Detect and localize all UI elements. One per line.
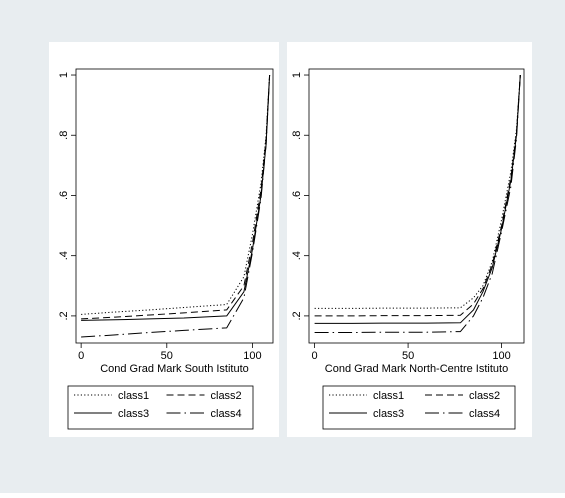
x-tick-label-right: 100 xyxy=(492,350,510,362)
series-line-class1-right xyxy=(314,74,521,309)
legend-label-class1-left: class1 xyxy=(118,390,149,402)
x-tick-label-right: 0 xyxy=(312,350,318,362)
y-tick-label-left: .6 xyxy=(58,191,70,200)
legend-label-class1-right: class1 xyxy=(373,390,404,402)
legend-label-class4-left: class4 xyxy=(211,408,242,420)
x-tick-label-right: 50 xyxy=(402,350,414,362)
legend-box-left xyxy=(67,385,254,430)
panel-background-left xyxy=(49,42,279,437)
plot-frame-left xyxy=(75,68,274,344)
y-tick-label-left: .8 xyxy=(58,131,70,140)
legend-label-class3-left: class3 xyxy=(118,408,149,420)
series-line-class4-left xyxy=(81,74,271,338)
series-line-class4-right xyxy=(314,74,521,333)
legend-label-class2-right: class2 xyxy=(469,390,500,402)
y-tick-label-left: .4 xyxy=(58,251,70,260)
legend-label-class4-right: class4 xyxy=(469,408,500,420)
panel-background-right xyxy=(287,42,532,437)
y-tick-label-right: 1 xyxy=(291,72,303,78)
series-line-class3-right xyxy=(314,74,521,324)
x-axis-title-right: Cond Grad Mark North-Centre Istituto xyxy=(325,363,508,375)
x-tick-label-left: 100 xyxy=(243,350,261,362)
y-tick-label-left: .2 xyxy=(58,311,70,320)
series-line-class1-left xyxy=(81,74,271,315)
legend-label-class3-right: class3 xyxy=(373,408,404,420)
x-tick-label-left: 50 xyxy=(161,350,173,362)
legend-box-right xyxy=(322,385,516,430)
plot-frame-right xyxy=(308,68,525,344)
y-tick-label-left: 1 xyxy=(58,72,70,78)
legend-label-class2-left: class2 xyxy=(211,390,242,402)
y-tick-label-right: .8 xyxy=(291,131,303,140)
x-axis-title-left: Cond Grad Mark South Istituto xyxy=(100,363,249,375)
y-tick-label-right: .6 xyxy=(291,191,303,200)
x-tick-label-left: 0 xyxy=(78,350,84,362)
series-line-class2-left xyxy=(81,74,271,320)
y-tick-label-right: .4 xyxy=(291,251,303,260)
y-tick-label-right: .2 xyxy=(291,311,303,320)
